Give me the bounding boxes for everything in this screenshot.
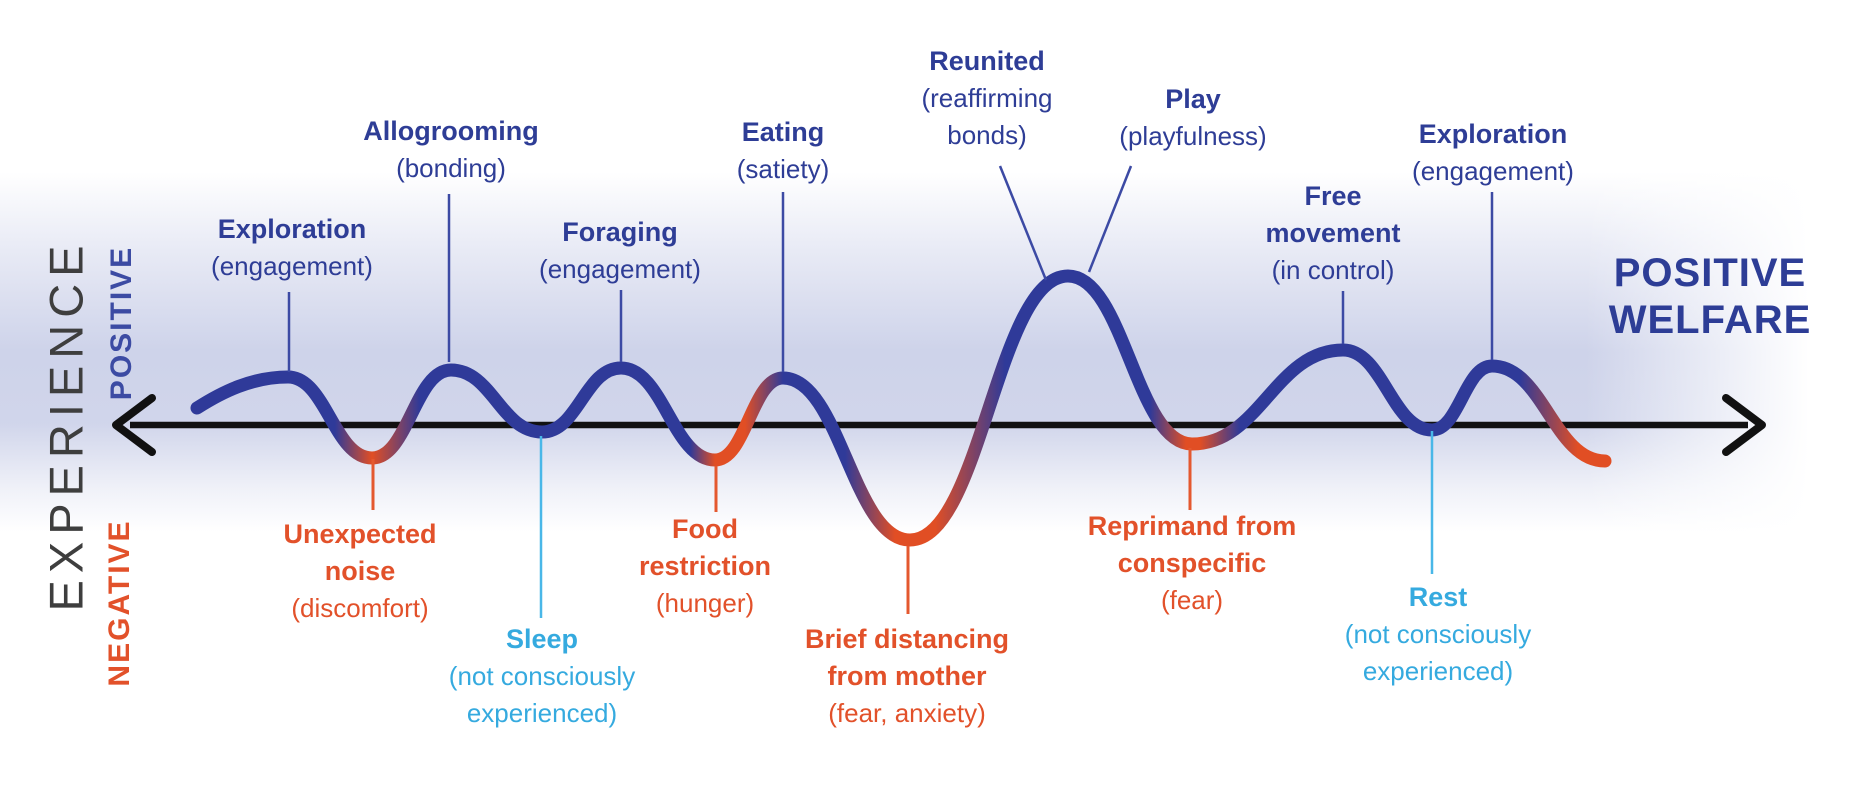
event-label-foraging: Foraging (engagement) [505,214,735,288]
event-detail: (fear, anxiety) [828,698,986,728]
event-name: Food restriction [638,514,772,581]
event-name: Sleep [505,624,579,654]
positive-welfare-line1: POSITIVE [1613,251,1807,295]
axis-band-fade [0,172,1865,532]
event-name: Allogrooming [363,116,539,146]
positive-axis-label: POSITIVE [105,245,138,401]
positive-welfare-label: POSITIVE WELFARE [1609,250,1812,344]
timeline-axis [112,394,1766,456]
event-label-eating: Eating (satiety) [683,114,883,188]
event-detail: (not consciously experienced) [448,661,636,728]
event-detail: (discomfort) [291,593,429,623]
event-name: Unexpected noise [283,519,437,586]
event-name: Eating [741,117,825,147]
event-detail: (fear) [1160,585,1224,615]
event-label-unexpected-noise: Unexpected noise (discomfort) [255,516,465,627]
event-label-exploration-1: Exploration (engagement) [177,211,407,285]
event-detail: (not consciously experienced) [1344,619,1532,686]
event-name: Foraging [562,217,678,247]
event-detail: (hunger) [655,588,755,618]
event-label-sleep: Sleep (not consciously experienced) [412,621,672,732]
event-name: Play [1165,84,1221,114]
event-label-brief-distancing: Brief distancing from mother (fear, anxi… [782,621,1032,732]
leader-play [1087,165,1133,273]
event-name: Reprimand from conspecific [1087,511,1297,578]
experience-wave-curve [190,269,1612,547]
event-detail: (playfulness) [1119,121,1267,151]
event-detail: (reaffirming bonds) [921,83,1053,150]
event-detail: (engagement) [211,251,373,281]
event-name: Brief distancing from mother [804,624,1010,691]
event-label-play: Play (playfulness) [1088,81,1298,155]
positive-leader-lines [287,165,1494,372]
event-detail: (bonding) [396,153,506,183]
event-label-reprimand: Reprimand from conspecific (fear) [1072,508,1312,619]
event-label-reunited: Reunited (reaffirming bonds) [900,43,1075,154]
event-name: Exploration [1418,119,1568,149]
positive-welfare-line2: WELFARE [1608,298,1812,342]
event-detail: (satiety) [736,154,830,184]
event-name: Rest [1408,582,1468,612]
experience-axis-label: EXPERIENCE [39,238,93,612]
leader-reunited [998,165,1048,281]
event-label-exploration-2: Exploration (engagement) [1378,116,1608,190]
event-name: Free movement [1265,181,1401,248]
right-arrowhead-icon [1722,394,1766,456]
event-label-free-movement: Free movement (in control) [1253,178,1413,289]
left-arrowhead-icon [112,394,156,456]
event-detail: (engagement) [539,254,701,284]
event-detail: (engagement) [1412,156,1574,186]
negative-axis-label: NEGATIVE [103,519,136,687]
event-detail: (in control) [1271,255,1395,285]
negative-leader-lines [371,448,1192,614]
neutral-leader-lines [539,431,1434,618]
event-label-food-restriction: Food restriction (hunger) [620,511,790,622]
event-label-rest: Rest (not consciously experienced) [1308,579,1568,690]
event-name: Reunited [929,46,1045,76]
event-name: Exploration [217,214,367,244]
event-label-allogrooming: Allogrooming (bonding) [331,113,571,187]
